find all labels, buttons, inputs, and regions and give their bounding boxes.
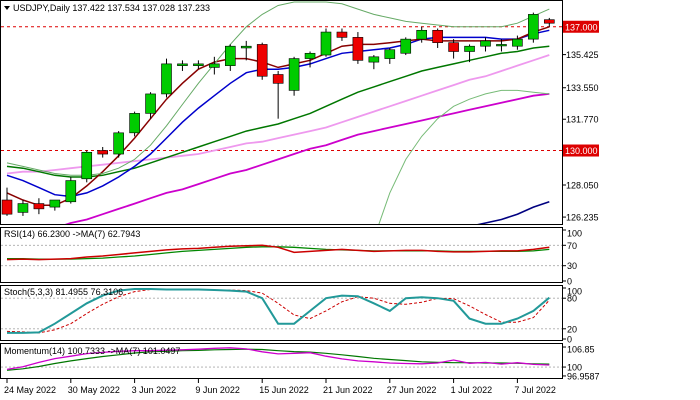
candle-body-24 [384,49,396,59]
candle-body-17 [272,74,284,84]
candle-body-19 [304,52,316,59]
price-tick-label-3: 131.770 [566,115,599,125]
price-panel-title: USDJPY,Daily 137.422 137.534 137.028 137… [13,3,210,13]
overlay-line-6 [378,89,550,224]
candle-body-28 [448,42,459,52]
candle-body-25 [400,38,412,54]
candle-body-7 [113,132,124,155]
price-axis: 137.000 135.425 133.550 131.770 130.000 128.0… [562,20,599,223]
price-tick-label-5: 128.050 [566,180,599,190]
rsi-tick-label-2: 0 [567,277,572,287]
overlay-line-1 [64,93,550,224]
candle-body-5 [81,151,93,180]
price-tick-label-6: 126.235 [566,213,599,223]
price-tick-label-0: 137.000 [565,22,598,32]
price-panel-frame [0,0,563,225]
candle-body-33 [528,14,539,40]
momentum-panel-title: Momentum(14) 100.7333 ->MA(7) 101.0497 [4,346,180,356]
date-tick-label-3: 9 Jun 2022 [195,385,240,395]
overlay-line-7 [6,1,550,176]
stoch-d-line [6,289,550,334]
price-tick-label-1: 135.425 [566,50,599,60]
candle-body-22 [352,37,364,61]
candle-body-9 [145,93,156,114]
overlay-line-4 [6,29,550,198]
rsi-panel-title: RSI(14) 66.2300 ->MA(7) 62.7943 [4,229,140,239]
mom-tick-label-0: 106.85 [567,345,595,355]
date-axis: 24 May 2022 30 May 2022 3 Jun 2022 9 Jun 20… [4,379,556,395]
candle-body-4 [65,180,77,203]
date-tick-label-7: 1 Jul 2022 [451,385,493,395]
candle-body-20 [320,31,332,56]
candle-body-29 [464,45,475,52]
stoch-panel-title: Stoch(5,3,3) 81.4955 76.3106 [4,287,123,297]
candle-body-21 [336,31,348,38]
candle-body-27 [432,29,443,43]
candle-body-34 [543,19,555,24]
moving-average-overlays [6,1,550,224]
rsi-tick-label-3: 100 [567,229,582,239]
momentum-panel-frame [0,343,563,379]
dropdown-triangle-icon[interactable] [4,6,10,10]
overlay-line-0 [477,201,550,224]
candle-body-13 [209,63,220,68]
stoch-tick-label-1: 80 [567,294,577,304]
stoch-panel-frame [0,285,563,341]
candle-body-15 [240,45,252,49]
candle-body-8 [129,113,140,134]
candle-body-30 [480,40,491,47]
candle-body-31 [496,44,507,47]
stoch-tick-label-0: 100 [567,287,582,297]
mom-momentum-line [6,347,550,371]
stoch-k-line [7,288,550,334]
candle-body-14 [225,45,236,66]
stoch-tick-label-2: 20 [567,324,577,334]
price-badge-0 [563,20,599,33]
price-title: USDJPY,Daily 137.422 137.534 137.028 137… [4,3,210,13]
date-tick-label-2: 3 Jun 2022 [132,385,177,395]
candle-body-3 [49,199,61,208]
date-tick-label-5: 21 Jun 2022 [323,385,373,395]
stoch-tick-label-3: 0 [567,335,572,345]
candle-body-2 [33,203,45,210]
overlay-line-5 [6,26,550,207]
date-tick-label-4: 15 Jun 2022 [259,385,309,395]
candle-body-16 [256,44,268,77]
price-badge-4 [563,144,599,157]
candle-body-12 [193,63,204,66]
price-tick-label-2: 133.550 [566,83,599,93]
price-tick-label-4: 130.000 [565,146,598,156]
rsi-tick-label-1: 30 [567,261,577,271]
rsi-panel: 70 30 0 100 [1,229,582,287]
candle-body-23 [368,56,380,63]
candle-body-6 [97,150,108,155]
date-tick-label-6: 27 Jun 2022 [387,385,437,395]
date-tick-label-0: 24 May 2022 [4,385,56,395]
candle-body-1 [17,203,29,213]
candle-body-0 [1,199,13,215]
mom-tick-label-2: 96.9587 [567,371,600,381]
rsi-tick-label-0: 70 [567,241,577,251]
overlay-line-2 [6,54,550,175]
date-tick-label-8: 7 Jul 2022 [514,385,556,395]
date-tick-label-1: 30 May 2022 [68,385,120,395]
rsi-panel-frame [0,227,563,283]
rsi-rsi-line [6,244,550,261]
candle-body-26 [416,29,428,40]
candles [1,12,555,216]
mom-tick-label-1: 100 [567,363,582,373]
candle-body-10 [161,63,172,95]
candle-body-18 [288,58,300,91]
candle-body-32 [512,38,523,47]
mom-ma-line [6,348,550,371]
candle-body-11 [177,63,188,66]
